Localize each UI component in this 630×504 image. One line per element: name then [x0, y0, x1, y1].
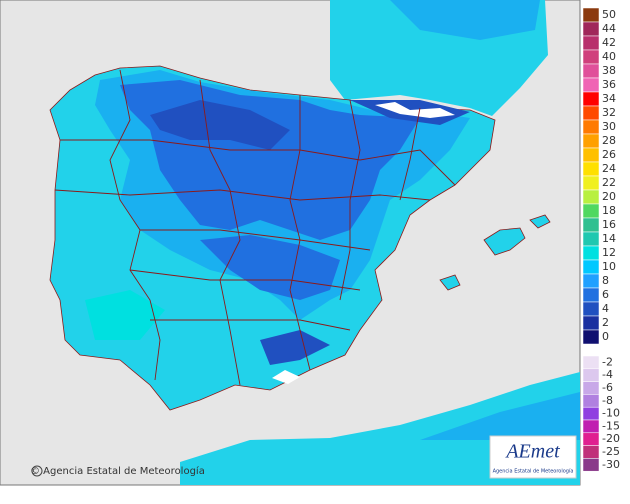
legend-swatch: [582, 273, 600, 289]
legend-swatch: [582, 105, 600, 121]
legend-swatch: [582, 329, 600, 345]
border: [339, 99, 361, 301]
france-inland: [390, 0, 540, 40]
legend-label: 18: [602, 204, 616, 217]
legend-label: 42: [602, 36, 616, 49]
border: [150, 319, 351, 331]
legend-swatch: [582, 7, 600, 23]
legend-swatch: [582, 445, 600, 459]
legend-swatch: [582, 119, 600, 135]
plateau-south: [200, 235, 340, 300]
portugal-south: [85, 290, 165, 340]
legend-label: 4: [602, 302, 609, 315]
legend-swatch: [582, 259, 600, 275]
legend-label: 28: [602, 134, 616, 147]
legend-swatch: [582, 189, 600, 205]
legend-label: 34: [602, 92, 616, 105]
legend-label: -4: [602, 368, 613, 381]
legend-swatch: [582, 175, 600, 191]
legend-label: 6: [602, 288, 609, 301]
legend-label: -6: [602, 381, 613, 394]
legend-label: 0: [602, 330, 609, 343]
ibiza: [439, 274, 461, 291]
africa: [180, 372, 580, 485]
legend-swatch: [582, 394, 600, 408]
border: [199, 79, 241, 386]
legend-label: 2: [602, 316, 609, 329]
legend-label: -15: [602, 419, 620, 432]
legend-swatch: [582, 368, 600, 382]
legend-swatch: [582, 21, 600, 37]
legend-label: 32: [602, 106, 616, 119]
legend-label: -10: [602, 407, 620, 420]
legend-swatch: [582, 133, 600, 149]
legend-swatch: [582, 419, 600, 434]
legend-label: 12: [602, 246, 616, 259]
legend-swatch: [582, 381, 600, 395]
border: [54, 189, 431, 201]
legend-label: -20: [602, 432, 620, 445]
border: [129, 269, 361, 291]
legend-swatch: [582, 231, 600, 247]
border: [289, 95, 311, 371]
legend-swatch: [582, 315, 600, 331]
legend-label: 40: [602, 50, 616, 63]
legend-label: 16: [602, 218, 616, 231]
logo-subtitle: Agencia Estatal de Meteorología: [493, 468, 574, 475]
legend-swatch: [582, 217, 600, 233]
legend-label: 20: [602, 190, 616, 203]
legend-label: 22: [602, 176, 616, 189]
legend-swatch: [582, 458, 600, 472]
legend-label: 10: [602, 260, 616, 273]
legend-label: -2: [602, 355, 613, 368]
legend-label: -25: [602, 445, 620, 458]
legend-label: 26: [602, 148, 616, 161]
legend-swatch: [582, 432, 600, 446]
legend-label: 38: [602, 64, 616, 77]
legend-label: 36: [602, 78, 616, 91]
legend-swatch: [582, 301, 600, 317]
legend-label: 44: [602, 22, 616, 35]
border: [399, 107, 421, 201]
legend-swatch: [582, 91, 600, 107]
legend-swatch: [582, 406, 600, 421]
legend-swatch: [582, 287, 600, 303]
mallorca: [483, 227, 526, 256]
legend-swatch: [582, 161, 600, 177]
legend: 5044424038363432302826242220181614121086…: [582, 7, 620, 472]
legend-label: -8: [602, 394, 613, 407]
africa-inland: [420, 392, 580, 440]
legend-label: -30: [602, 458, 620, 471]
legend-swatch: [582, 355, 600, 370]
copyright-icon: [31, 465, 43, 477]
sierra-snow: [272, 370, 300, 384]
legend-label: 8: [602, 274, 609, 287]
menorca: [529, 214, 551, 229]
border: [140, 229, 371, 251]
legend-label: 30: [602, 120, 616, 133]
logo-box: [489, 435, 577, 479]
legend-swatch: [582, 63, 600, 79]
legend-swatch: [582, 245, 600, 261]
legend-swatch: [582, 77, 600, 93]
legend-swatch: [582, 147, 600, 163]
pyrenees-snow: [375, 102, 455, 118]
legend-label: 24: [602, 162, 616, 175]
credit: © Agencia Estatal de Meteorología: [30, 465, 205, 477]
legend-swatch: [582, 49, 600, 65]
legend-label: 50: [602, 8, 616, 21]
legend-label: 14: [602, 232, 616, 245]
legend-swatch: [582, 35, 600, 51]
logo: AEmet: [504, 441, 560, 463]
legend-swatch: [582, 203, 600, 219]
plateau-cold: [150, 100, 290, 150]
sierra-nevada: [260, 330, 330, 365]
